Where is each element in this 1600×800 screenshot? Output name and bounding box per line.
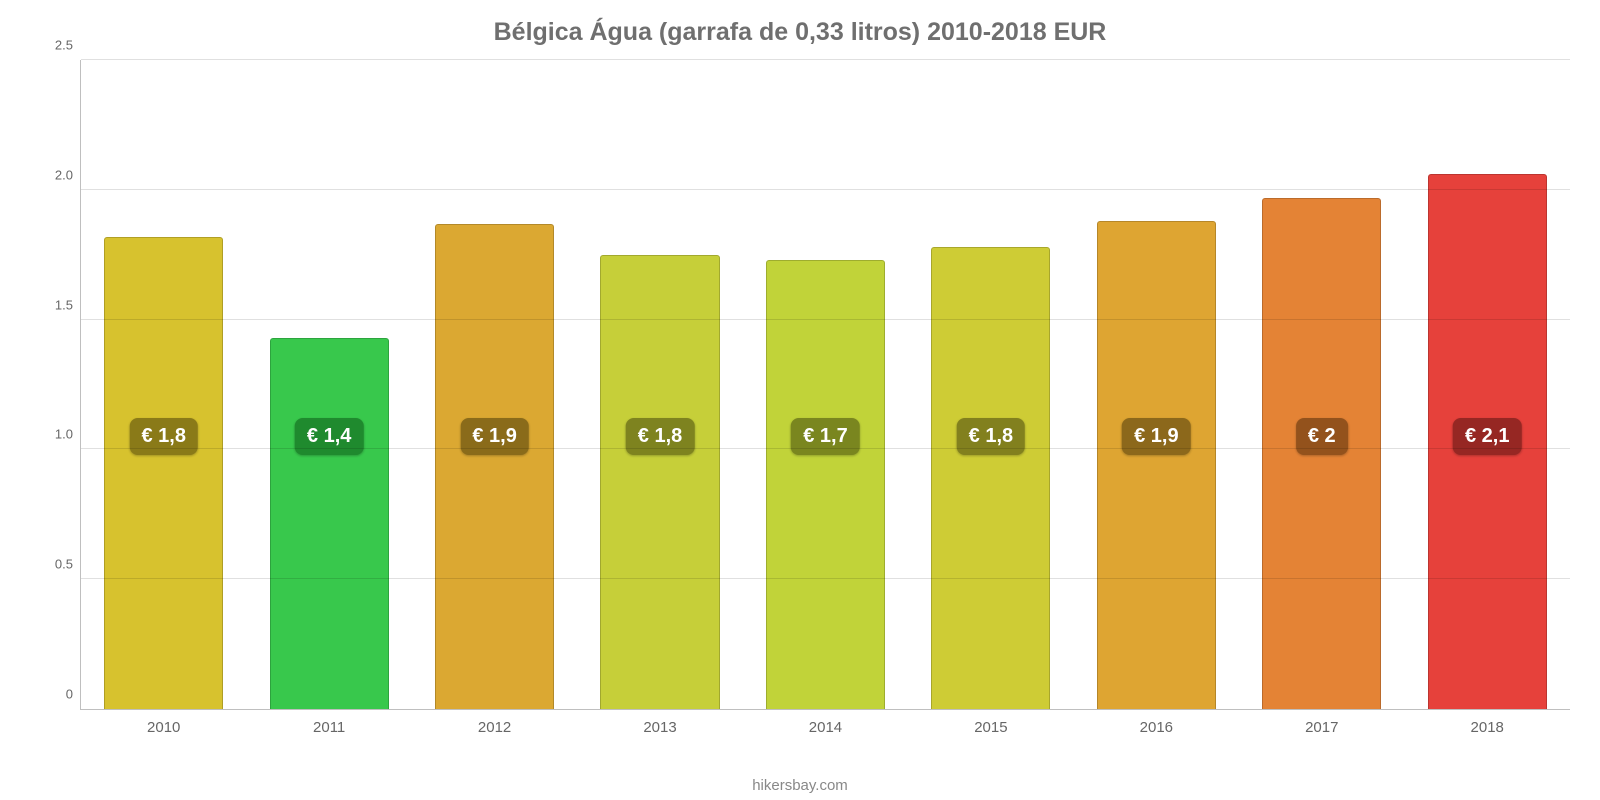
bar-value-badge: € 1,9 bbox=[1122, 418, 1190, 455]
bar-slot: € 2,12018 bbox=[1405, 60, 1570, 709]
x-axis-label: 2011 bbox=[313, 719, 345, 736]
x-axis-label: 2012 bbox=[478, 719, 511, 736]
y-axis-label: 2.5 bbox=[55, 38, 73, 53]
y-axis-label: 0 bbox=[66, 687, 73, 702]
bar-value-badge: € 1,8 bbox=[626, 418, 694, 455]
x-axis-label: 2018 bbox=[1471, 719, 1504, 736]
y-axis-label: 1.0 bbox=[55, 427, 73, 442]
bar: € 1,4 bbox=[270, 338, 389, 709]
x-axis-label: 2017 bbox=[1305, 719, 1338, 736]
bar-value-badge: € 1,8 bbox=[957, 418, 1025, 455]
y-axis-label: 0.5 bbox=[55, 557, 73, 572]
bar-value-badge: € 1,7 bbox=[791, 418, 859, 455]
x-axis-label: 2010 bbox=[147, 719, 180, 736]
bars-container: € 1,82010€ 1,42011€ 1,92012€ 1,82013€ 1,… bbox=[81, 60, 1570, 709]
chart-title: Bélgica Água (garrafa de 0,33 litros) 20… bbox=[0, 0, 1600, 47]
bar-value-badge: € 2 bbox=[1296, 418, 1348, 455]
bar: € 1,8 bbox=[104, 237, 223, 709]
bar: € 2 bbox=[1262, 198, 1381, 709]
bar-slot: € 1,42011 bbox=[246, 60, 411, 709]
gridline bbox=[81, 59, 1570, 60]
bar-value-badge: € 1,8 bbox=[129, 418, 197, 455]
gridline bbox=[81, 448, 1570, 449]
x-axis-label: 2013 bbox=[643, 719, 676, 736]
bar-slot: € 1,82015 bbox=[908, 60, 1073, 709]
y-axis-label: 2.0 bbox=[55, 167, 73, 182]
bar: € 1,9 bbox=[1097, 221, 1216, 709]
gridline bbox=[81, 189, 1570, 190]
plot-area: € 1,82010€ 1,42011€ 1,92012€ 1,82013€ 1,… bbox=[80, 60, 1570, 710]
bar-slot: € 1,92016 bbox=[1074, 60, 1239, 709]
bar: € 1,8 bbox=[600, 255, 719, 709]
chart-area: € 1,82010€ 1,42011€ 1,92012€ 1,82013€ 1,… bbox=[50, 60, 1570, 740]
bar-slot: € 1,72014 bbox=[743, 60, 908, 709]
x-axis-label: 2015 bbox=[974, 719, 1007, 736]
bar-slot: € 22017 bbox=[1239, 60, 1404, 709]
bar-slot: € 1,82013 bbox=[577, 60, 742, 709]
bar-value-badge: € 1,4 bbox=[295, 418, 363, 455]
y-axis-label: 1.5 bbox=[55, 297, 73, 312]
bar: € 1,7 bbox=[766, 260, 885, 709]
bar-slot: € 1,82010 bbox=[81, 60, 246, 709]
gridline bbox=[81, 319, 1570, 320]
bar: € 1,9 bbox=[435, 224, 554, 709]
bar-slot: € 1,92012 bbox=[412, 60, 577, 709]
x-axis-label: 2014 bbox=[809, 719, 842, 736]
gridline bbox=[81, 578, 1570, 579]
bar: € 1,8 bbox=[931, 247, 1050, 709]
x-axis-label: 2016 bbox=[1140, 719, 1173, 736]
bar-value-badge: € 1,9 bbox=[460, 418, 528, 455]
credit-label: hikersbay.com bbox=[0, 777, 1600, 794]
bar: € 2,1 bbox=[1428, 174, 1547, 709]
